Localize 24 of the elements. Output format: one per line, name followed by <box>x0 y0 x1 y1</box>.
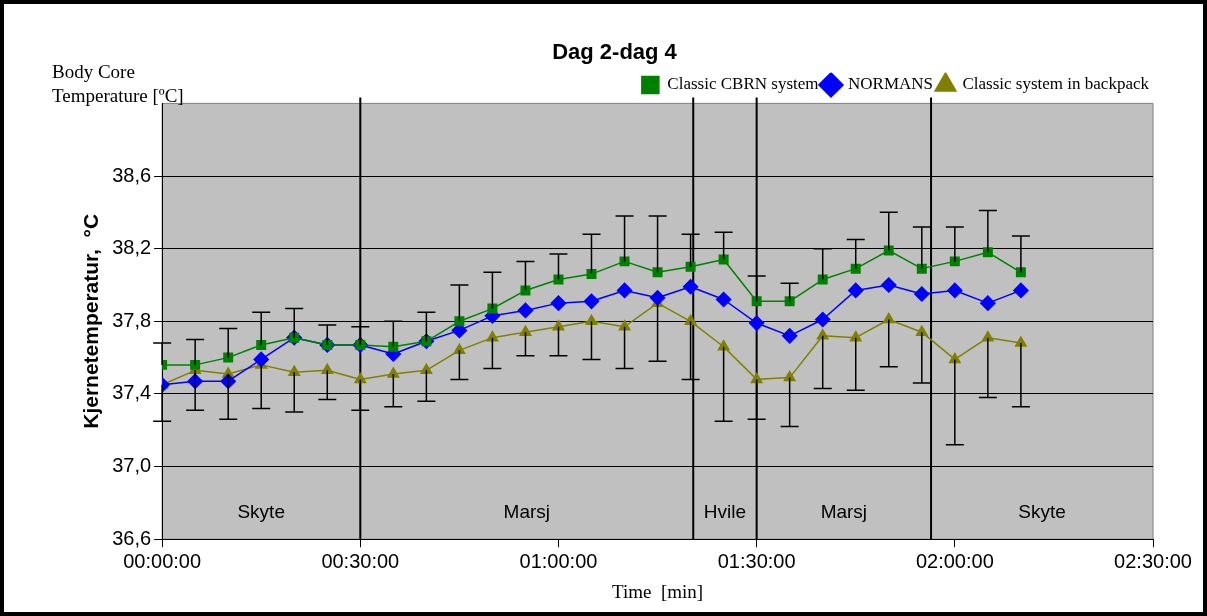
chart-title: Dag 2-dag 4 <box>552 39 678 65</box>
x-tick-label: 02:30:00 <box>1114 549 1192 572</box>
x-tick-label: 01:00:00 <box>519 549 598 572</box>
x-tick-label: 02:00:00 <box>915 549 994 572</box>
annotation: Body Core Temperature [ºC] <box>52 61 184 107</box>
legend-label: Classic CBRN system <box>667 74 819 94</box>
y-tick-label: 37,4 <box>112 381 152 404</box>
y-tick-label: 37,0 <box>112 454 152 477</box>
y-tick-label: 38,2 <box>112 236 152 259</box>
legend-label: NORMANS <box>848 74 934 94</box>
x-tick-label: 00:00:00 <box>123 549 202 572</box>
band-label: Marsj <box>503 501 550 523</box>
y-tick-label: 38,6 <box>112 163 152 186</box>
x-axis-title: Time [min] <box>611 580 704 602</box>
x-tick-label: 00:30:00 <box>321 549 400 572</box>
y-axis-title: Kjernetemperatur, °C <box>79 213 103 429</box>
x-tick-label: 01:30:00 <box>717 549 796 572</box>
legend-label: Classic system in backpack <box>962 74 1150 94</box>
band-label: Skyte <box>1018 501 1066 523</box>
band-label: Skyte <box>237 501 285 523</box>
band-label: Marsj <box>820 501 868 523</box>
band-label: Hvile <box>703 501 747 523</box>
y-tick-label: 36,6 <box>112 526 152 549</box>
y-tick-label: 37,8 <box>112 308 152 331</box>
